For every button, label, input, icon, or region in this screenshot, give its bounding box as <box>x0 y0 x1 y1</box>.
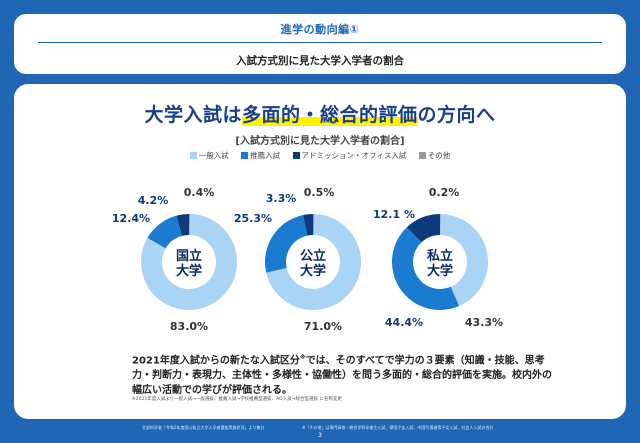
legend-item-other: その他 <box>418 150 451 161</box>
body-text-rest: では、そのすべてで学力の３要素（知識・技能、思考力・判断力・表現力、主体性・多様… <box>132 355 552 397</box>
series-title: 進学の動向編① <box>280 23 360 36</box>
donut-percent-label: 25.3% <box>234 212 272 225</box>
legend-swatch <box>189 152 197 159</box>
donut-center-label: 私立 <box>427 248 453 264</box>
donut-segment <box>147 215 182 249</box>
donut-center-label: 国立 <box>176 248 202 264</box>
donut-segment <box>303 214 313 236</box>
section-header-card: 進学の動向編① 入試方式別に見た大学入学者の割合 <box>14 14 626 74</box>
source-right: ※「その他」は専門高校・総合学科卒業生入試、帰国子女入試、中国引揚者等子女入試、… <box>302 425 494 430</box>
donut-segment <box>189 214 191 236</box>
chart-legend: 一般入試 推薦入試 アドミッション・オフィス入試 その他 <box>14 150 626 161</box>
legend-swatch <box>241 152 249 159</box>
legend-swatch <box>418 152 426 159</box>
donut-charts: 国立大学83.0%12.4%4.2%0.4%公立大学71.0%25.3%3.3%… <box>112 186 503 333</box>
donut-segment <box>440 214 488 307</box>
page-headline: 大学入試は多面的・総合的評価の方向へ <box>14 100 626 127</box>
headline-suffix: の方向へ <box>417 104 496 126</box>
legend-item-general: 一般入試 <box>189 150 229 161</box>
headline-prefix: 大学入試は <box>144 104 242 126</box>
legend-label: 一般入試 <box>198 151 229 160</box>
legend-item-ao: アドミッション・オフィス入試 <box>292 150 407 161</box>
donut-segment <box>392 227 460 310</box>
donut-segment <box>266 214 361 310</box>
body-paragraph: 2021年度入試からの新たな入試区分※では、そのすべてで学力の３要素（知識・技能… <box>132 350 552 398</box>
donut-segment <box>313 214 315 236</box>
donut-segment <box>141 214 238 310</box>
legend-item-recommendation: 推薦入試 <box>241 150 280 161</box>
donut-percent-label: 4.2% <box>138 194 169 207</box>
donut-percent-label: 12.4% <box>112 212 150 225</box>
donut-center-label: 大学 <box>300 263 326 279</box>
page-number: 3 <box>318 432 322 439</box>
donut-percent-label: 43.3% <box>465 316 503 329</box>
body-text-lead: 2021年度入試からの新たな入試区分 <box>132 355 300 367</box>
donut-segment <box>265 215 308 273</box>
legend-swatch <box>292 152 300 159</box>
donut-percent-label: 0.2% <box>429 186 460 199</box>
donut-percent-label: 0.5% <box>304 186 335 199</box>
donut-percent-label: 83.0% <box>170 320 208 333</box>
donut-center-label: 大学 <box>427 263 453 279</box>
legend-label: その他 <box>427 151 451 160</box>
donut-percent-label: 0.4% <box>184 186 215 199</box>
donut-percent-label: 3.3% <box>266 192 297 205</box>
section-subtitle: 入試方式別に見た大学入学者の割合 <box>236 55 404 67</box>
chart-title: [入試方式別に見た大学入学者の割合] <box>235 136 405 147</box>
legend-label: 推薦入試 <box>250 151 281 160</box>
donut-center-label: 大学 <box>176 263 202 279</box>
donut-segment <box>440 214 441 236</box>
headline-highlight: 多面的・総合的評価 <box>241 104 418 126</box>
main-content-card: 大学入試は多面的・総合的評価の方向へ [入試方式別に見た大学入学者の割合] 一般… <box>14 84 626 419</box>
donut-segment <box>176 214 189 236</box>
footnote: ※2021年度入試より一般入試→一般選抜、推薦入試→学校推薦型選抜、AO入試→総… <box>132 397 342 402</box>
source-left: 文部科学省「令和2年度国公私立大学入学者選抜実施状況」より集計 <box>142 425 265 430</box>
donut-percent-label: 12.1 % <box>373 208 415 221</box>
header-divider <box>38 42 602 43</box>
legend-label: アドミッション・オフィス入試 <box>301 151 407 160</box>
donut-percent-label: 44.4% <box>385 316 423 329</box>
donut-center-label: 公立 <box>300 248 326 264</box>
donut-percent-label: 71.0% <box>304 320 342 333</box>
donut-segment <box>406 214 440 243</box>
body-footnote-mark: ※ <box>299 354 306 361</box>
